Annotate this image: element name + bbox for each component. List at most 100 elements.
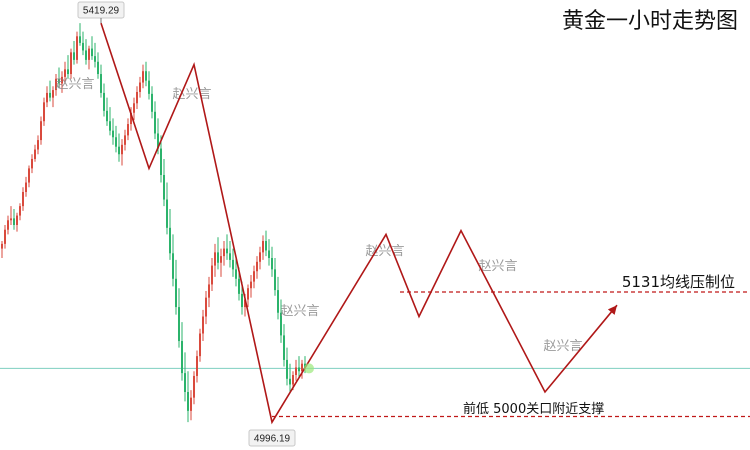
watermark: 赵兴言	[478, 259, 517, 274]
candle-body	[121, 144, 123, 155]
candle-body	[106, 110, 108, 122]
candle-body	[163, 174, 165, 200]
candle-body	[10, 218, 12, 221]
candle-body	[13, 218, 15, 225]
candle-body	[139, 82, 141, 92]
candle-body	[37, 140, 39, 150]
candle-body	[76, 36, 78, 60]
candle-body	[64, 69, 66, 77]
candle-body	[79, 36, 81, 43]
candle-body	[82, 42, 84, 51]
candle-body	[199, 333, 201, 357]
candle-body	[244, 299, 246, 308]
resistance-label: 5131均线压制位	[622, 273, 735, 291]
candle-body	[298, 367, 300, 372]
chart-title: 黄金一小时走势图	[562, 9, 738, 34]
candle-body	[19, 206, 21, 216]
candle-body	[247, 288, 249, 300]
candle-body	[238, 278, 240, 294]
candle-body	[295, 367, 297, 376]
high-price-label: 5419.29	[77, 1, 125, 19]
candle-body	[277, 290, 279, 313]
candle-body	[70, 52, 72, 75]
candle-body	[268, 250, 270, 259]
candle-body	[208, 284, 210, 298]
candle-body	[145, 71, 147, 81]
candle-body	[175, 278, 177, 308]
candle-body	[55, 78, 57, 91]
candle-body	[118, 146, 120, 155]
candle-body	[97, 61, 99, 75]
candle-body	[148, 80, 150, 94]
candle-body	[154, 111, 156, 134]
trend-arrowhead	[607, 305, 617, 315]
candle-body	[217, 252, 219, 263]
candle-body	[289, 378, 291, 385]
trend-line	[100, 22, 618, 425]
candle-body	[202, 316, 204, 334]
candle-body	[7, 220, 9, 230]
candle-body	[205, 297, 207, 317]
candle-body	[127, 124, 129, 136]
candle-body	[235, 269, 237, 279]
candle-body	[31, 158, 33, 169]
candle-body	[25, 182, 27, 192]
price-labels: 5419.29 4996.19	[77, 1, 314, 447]
candle-body	[232, 259, 234, 270]
candle-body	[241, 293, 243, 308]
candle-body	[190, 397, 192, 411]
candle-body	[250, 281, 252, 289]
high-price-label-text: 5419.29	[83, 6, 120, 17]
candle-body	[16, 215, 18, 225]
candle-body	[4, 229, 6, 244]
low-price-label-text: 4996.19	[254, 434, 291, 445]
candle-body	[265, 241, 267, 251]
candle-body	[271, 258, 273, 270]
candle-body	[178, 307, 180, 342]
candle-body	[214, 252, 216, 266]
candle-body	[73, 52, 75, 60]
candle-body	[103, 92, 105, 111]
candle-body	[94, 56, 96, 62]
candle-body	[262, 241, 264, 253]
candle-body	[253, 271, 255, 282]
watermark: 赵兴言	[55, 77, 94, 92]
candle-body	[160, 148, 162, 175]
reference-lines	[0, 291, 750, 418]
candle-body	[166, 199, 168, 228]
candle-body	[28, 168, 30, 183]
candle-body	[184, 373, 186, 392]
candle-body	[34, 149, 36, 159]
candle-body	[223, 248, 225, 257]
low-price-label-box	[248, 429, 296, 447]
current-price-marker	[304, 363, 314, 374]
candle-body	[157, 133, 159, 149]
candle-body	[130, 112, 132, 125]
candle-body	[172, 253, 174, 279]
candle-body	[169, 227, 171, 254]
candle-body	[151, 93, 153, 112]
candle-body	[187, 391, 189, 411]
candle-body	[22, 191, 24, 207]
candle-body	[301, 363, 303, 372]
candle-body	[220, 256, 222, 263]
candle-body	[52, 90, 54, 98]
candle-body	[46, 92, 48, 103]
candle-body	[286, 359, 288, 379]
candle-body	[283, 335, 285, 360]
support-label: 前低 5000关口附近支撑	[463, 401, 604, 417]
candle-body	[280, 312, 282, 336]
candle-body	[226, 248, 228, 254]
candle-body	[43, 102, 45, 122]
candles	[1, 23, 306, 423]
candle-body	[211, 265, 213, 285]
candle-body	[1, 243, 3, 249]
candle-body	[259, 252, 261, 262]
low-price-label: 4996.19	[248, 429, 296, 447]
candle-body	[181, 341, 183, 374]
candle-body	[85, 50, 87, 60]
candle-body	[142, 71, 144, 83]
candle-body	[136, 91, 138, 104]
